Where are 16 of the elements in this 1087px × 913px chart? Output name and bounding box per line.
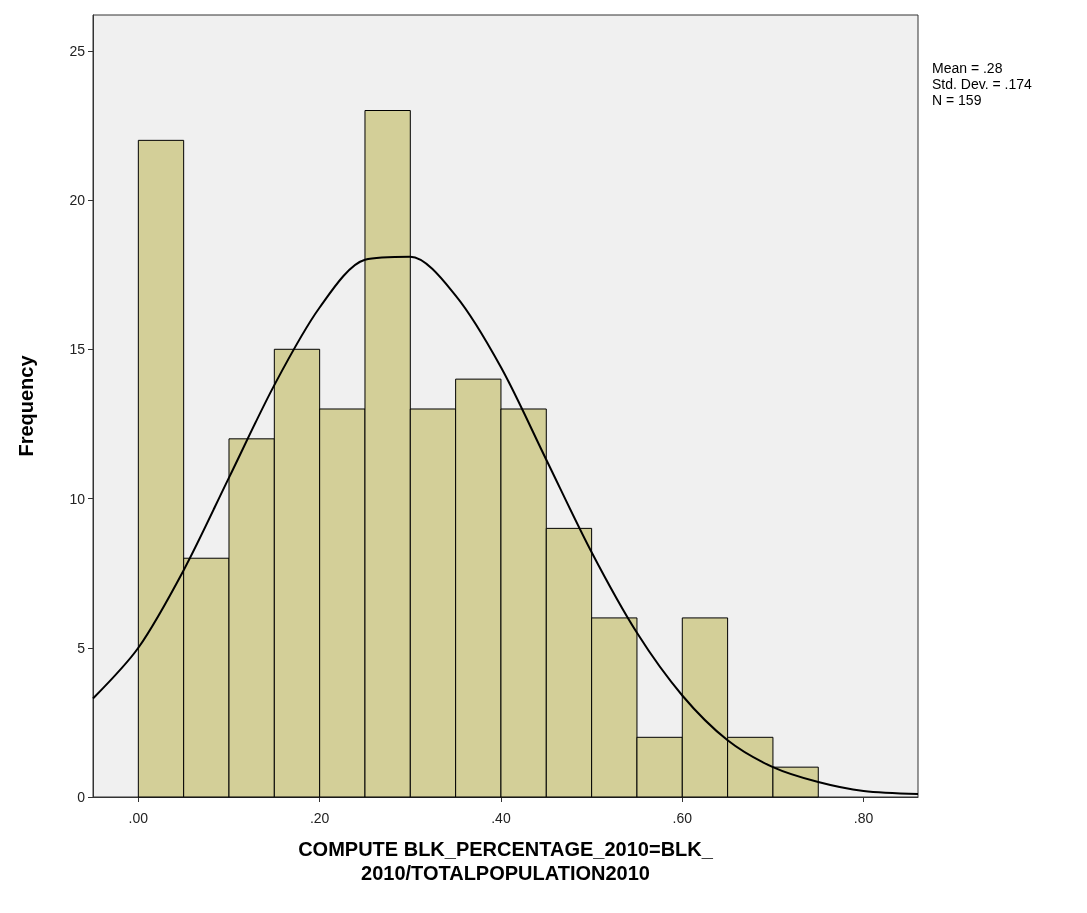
x-tick-label: .40 bbox=[491, 810, 511, 826]
y-tick-label: 5 bbox=[77, 639, 86, 656]
text: N = 159 bbox=[932, 92, 982, 108]
x-tick-label: .20 bbox=[309, 810, 330, 826]
y-tick-label: 0 bbox=[77, 789, 86, 805]
y-tick-label: 10 bbox=[69, 490, 86, 507]
text: Mean = .28 bbox=[932, 60, 1003, 76]
y-tick-label: 20 bbox=[69, 192, 86, 209]
x-axis-title: COMPUTE BLK_PERCENTAGE_2010=BLK_ 2010/TOTALPOPULATION2010 bbox=[298, 838, 714, 884]
x-tick-label: .00 bbox=[128, 810, 149, 826]
text: Std. Dev. = .174 bbox=[932, 76, 1032, 92]
y-tick-label: 15 bbox=[69, 341, 86, 358]
x-tick-label: .60 bbox=[672, 810, 693, 826]
y-tick-label: 25 bbox=[69, 42, 86, 59]
x-tick-label: .80 bbox=[853, 810, 874, 826]
y-axis-title: Frequency bbox=[15, 354, 37, 457]
